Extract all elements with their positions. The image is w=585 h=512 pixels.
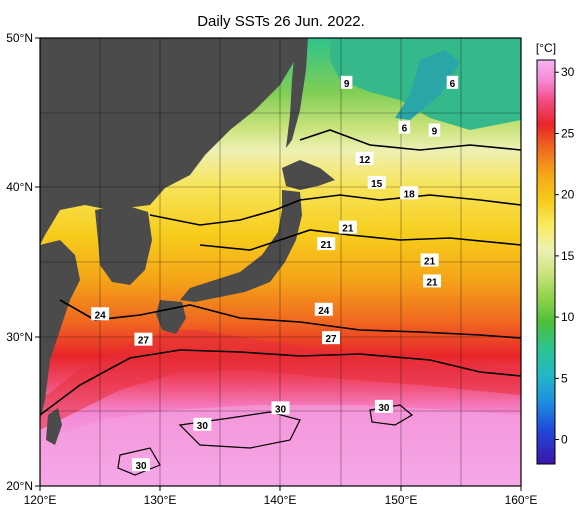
isotherm-label-background [322, 331, 341, 345]
isotherm-label-background [132, 458, 151, 472]
isotherm-label: 18 [400, 186, 419, 200]
isotherm-label-background [91, 307, 110, 321]
lon-tick-label: 120°E [24, 493, 57, 507]
isotherm-label: 12 [355, 151, 374, 166]
isotherm-label-text: 24 [318, 306, 330, 317]
colorbar-tick-label: 25 [561, 126, 575, 140]
isotherm-label: 9 [428, 123, 441, 138]
isotherm-label: 21 [317, 237, 336, 251]
lat-tick-label: 20°N [6, 479, 33, 493]
isotherm-label-text: 30 [275, 404, 287, 415]
isotherm-label-text: 27 [138, 336, 150, 347]
isotherm-label-background [355, 151, 374, 165]
isotherm-label: 21 [338, 220, 357, 235]
isotherm-30-a [178, 411, 301, 449]
map-panel: 9 6 6 9 12 15 18 21 21 21 21 24 24 27 27 30 30 30 30 [40, 38, 521, 486]
lon-tick-label: 160°E [505, 493, 538, 507]
map-title: Daily SSTs 26 Jun. 2022. [197, 13, 365, 30]
isotherm-label: 15 [367, 175, 386, 190]
isotherm-label-background [314, 302, 333, 316]
land-korea [95, 205, 152, 285]
colorbar-tick-label: 5 [561, 371, 568, 385]
lat-tick-label: 30°N [6, 330, 33, 344]
colorbar-tick-label: 10 [561, 310, 575, 324]
isotherm-label-text: 30 [135, 461, 147, 472]
isotherm-label-background [420, 253, 439, 267]
lat-tick-label: 40°N [6, 180, 33, 194]
isotherm-label: 30 [374, 399, 393, 414]
isotherm-label-text: 6 [402, 124, 408, 135]
isotherm-label-text: 21 [426, 277, 438, 288]
isotherm-label-text: 21 [424, 257, 436, 268]
lon-tick-label: 150°E [385, 493, 418, 507]
isotherm-24 [59, 299, 521, 339]
isotherm-label-background [374, 399, 393, 413]
isotherm-label-text: 21 [321, 240, 333, 251]
isotherm-label: 30 [193, 417, 212, 432]
lon-tick-label: 140°E [264, 493, 297, 507]
isotherm-label-text: 30 [378, 403, 390, 414]
isotherm-label-background [428, 123, 441, 137]
lat-tick-label: 50°N [6, 31, 33, 45]
isotherm-labels: 9 6 6 9 12 15 18 21 21 21 21 24 24 27 27 30 30 30 30 [91, 75, 459, 472]
land-taiwan [46, 408, 62, 445]
land-sakhalin [286, 38, 308, 148]
land-hokkaido [282, 160, 335, 190]
isotherm-label: 9 [340, 75, 353, 90]
colorbar-tick-label: 30 [561, 65, 575, 79]
isotherm-label: 27 [134, 332, 153, 347]
isotherm-contours [40, 129, 521, 416]
isotherm-label: 24 [91, 307, 110, 321]
colorbar-tick-label: 15 [561, 249, 575, 263]
isotherm-27 [40, 349, 521, 416]
isotherm-label-background [193, 417, 212, 431]
land-asia-mainland [40, 38, 300, 245]
isotherm-label-text: 12 [359, 155, 371, 166]
isotherm-label-text: 21 [342, 224, 354, 235]
land-honshu [180, 190, 302, 302]
isotherm-label-text: 9 [432, 127, 438, 138]
axis-ticks [35, 37, 522, 491]
isotherm-label-background [340, 75, 353, 89]
isotherm-label-text: 27 [325, 334, 337, 345]
lon-tick-label: 130°E [144, 493, 177, 507]
isotherm-21 [199, 229, 521, 251]
isotherm-label-text: 6 [450, 79, 456, 90]
isotherm-label-background [398, 120, 411, 134]
isotherm-label-text: 18 [404, 189, 416, 200]
isotherm-label-background [423, 274, 442, 288]
isotherm-label-background [317, 237, 336, 251]
isotherm-label-background [338, 220, 357, 234]
isotherm-label: 6 [446, 75, 459, 90]
isotherm-label-background [367, 175, 386, 189]
isotherm-label: 24 [314, 302, 333, 317]
isotherm-12 [299, 129, 521, 151]
isotherm-label-background [446, 75, 459, 89]
isotherm-label-background [134, 332, 153, 346]
land-china-coast [40, 240, 80, 420]
isotherm-label: 6 [398, 120, 411, 135]
isotherm-label: 27 [322, 331, 341, 345]
colorbar-tick-label: 20 [561, 188, 575, 202]
land-small-island [186, 123, 194, 131]
colorbar-tick-label: 0 [561, 433, 568, 447]
isotherm-label: 21 [423, 274, 442, 288]
isotherm-label-background [400, 186, 419, 200]
coldest-water-region [395, 50, 460, 120]
isotherm-label-background [271, 401, 290, 415]
land-kyushu-shikoku [156, 300, 186, 334]
isotherm-label: 30 [132, 458, 151, 472]
graticule [40, 38, 521, 486]
isotherm-label-text: 24 [95, 310, 107, 321]
colorbar-unit-label: [°C] [536, 41, 556, 55]
isotherm-30-b [369, 404, 414, 426]
isotherm-label: 21 [420, 253, 439, 268]
colorbar-ticks: 30 25 20 15 10 5 0 [555, 65, 575, 447]
isotherm-label-text: 15 [371, 179, 383, 190]
colorbar [536, 59, 556, 465]
isotherm-label: 30 [271, 401, 290, 415]
isotherm-label-text: 9 [344, 79, 350, 90]
isotherm-label-text: 30 [197, 421, 209, 432]
